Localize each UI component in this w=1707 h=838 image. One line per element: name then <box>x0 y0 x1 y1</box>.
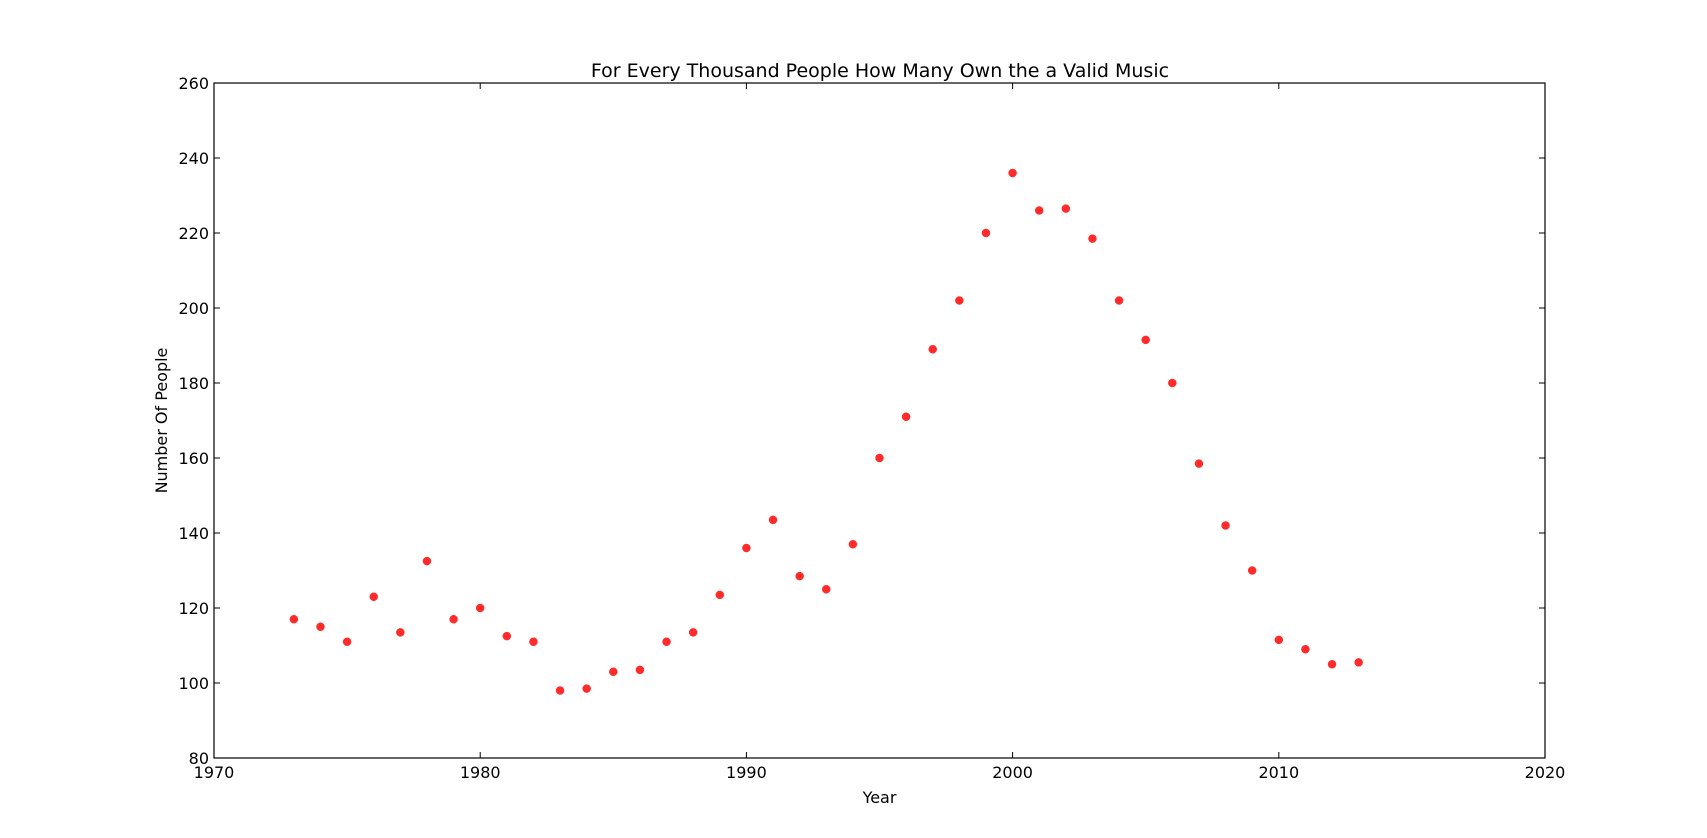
x-tick-label: 2000 <box>992 763 1033 782</box>
data-point <box>582 684 591 693</box>
data-point <box>609 667 618 676</box>
data-point <box>449 615 458 624</box>
data-point <box>795 571 804 581</box>
data-point <box>475 603 485 613</box>
data-point <box>502 631 512 641</box>
data-point <box>1034 206 1044 215</box>
data-point <box>396 628 405 637</box>
data-point <box>316 622 325 631</box>
data-point <box>1327 660 1337 669</box>
x-tick-label: 1990 <box>726 763 767 782</box>
data-point <box>822 585 831 594</box>
data-point <box>981 228 991 238</box>
data-point <box>688 628 698 637</box>
data-point <box>1247 566 1257 575</box>
data-point <box>1194 459 1204 468</box>
plot-frame <box>213 82 1546 759</box>
data-point <box>1168 378 1177 388</box>
data-point <box>768 515 778 525</box>
data-point <box>1274 635 1284 645</box>
x-tick-label: 2010 <box>1258 763 1299 782</box>
data-point <box>662 637 671 646</box>
x-tick-label: 1980 <box>460 763 501 782</box>
y-tick-label: 160 <box>178 449 209 468</box>
axis-ticks: 1970 1980 1990 2000 2010 2020 80 100 120 140 160 18… <box>178 74 1565 782</box>
data-point <box>1008 168 1017 178</box>
y-tick-label: 260 <box>178 74 209 93</box>
data-point <box>1114 296 1124 305</box>
data-point <box>715 590 725 600</box>
x-tick-label: 2020 <box>1525 763 1566 782</box>
y-tick-label: 240 <box>178 149 209 168</box>
data-point <box>342 637 352 646</box>
data-point <box>848 540 858 549</box>
y-tick-label: 100 <box>178 674 209 693</box>
y-tick-label: 220 <box>178 224 209 243</box>
x-tick-label: 1970 <box>194 763 235 782</box>
data-point <box>901 412 911 421</box>
data-point <box>422 556 432 566</box>
y-tick-label: 120 <box>178 599 209 618</box>
y-tick-label: 200 <box>178 299 209 318</box>
data-point <box>1088 234 1097 243</box>
data-point <box>635 665 645 675</box>
data-point <box>928 345 937 354</box>
data-point <box>555 686 565 695</box>
data-point <box>1141 335 1150 345</box>
data-point <box>955 296 964 305</box>
data-points <box>289 168 1363 695</box>
y-tick-label: 80 <box>189 749 209 768</box>
data-point <box>1354 658 1363 667</box>
data-point <box>529 637 538 646</box>
data-point <box>742 543 751 553</box>
data-point <box>875 453 884 463</box>
data-point <box>1061 204 1071 213</box>
y-axis-label: Number Of People <box>152 348 171 494</box>
y-tick-label: 180 <box>178 374 209 393</box>
chart-title: For Every Thousand People How Many Own t… <box>591 60 1169 82</box>
x-axis-label: Year <box>862 788 897 807</box>
y-tick-label: 140 <box>178 524 209 543</box>
data-point <box>369 592 378 601</box>
data-point <box>1301 645 1310 654</box>
data-point <box>1221 521 1230 530</box>
data-point <box>289 615 299 624</box>
